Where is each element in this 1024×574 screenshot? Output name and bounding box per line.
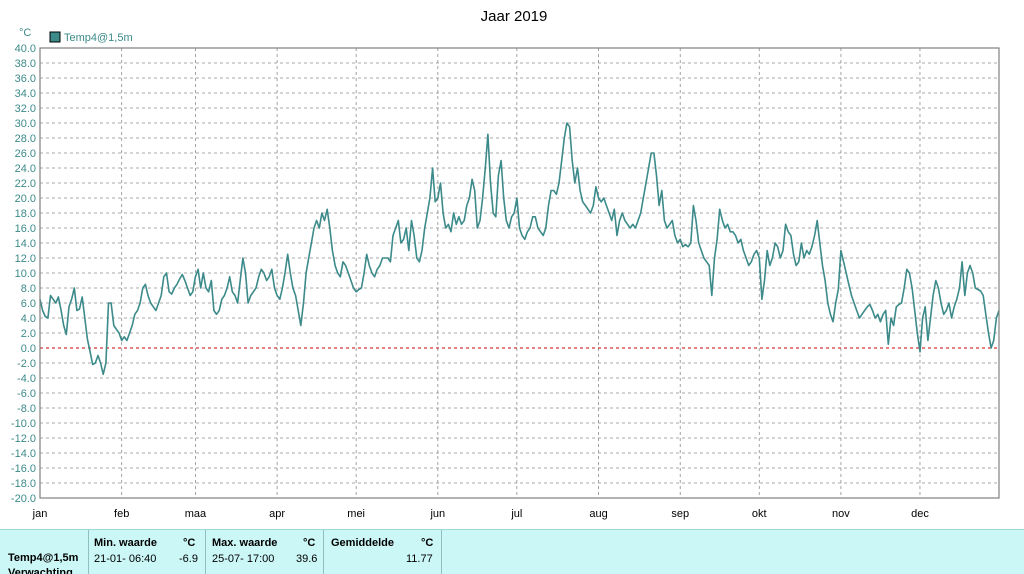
y-tick-label: -4.0 bbox=[17, 373, 36, 385]
min-unit: °C bbox=[183, 537, 196, 549]
y-tick-label: 4.0 bbox=[21, 313, 36, 325]
y-tick-label: -20.0 bbox=[11, 493, 36, 505]
plot-border bbox=[39, 47, 1000, 499]
y-axis-unit: °C bbox=[19, 27, 31, 39]
y-tick-label: -18.0 bbox=[11, 478, 36, 490]
x-tick-label: okt bbox=[752, 508, 767, 520]
y-tick-label: -8.0 bbox=[17, 403, 36, 415]
y-tick-label: -14.0 bbox=[11, 448, 36, 460]
stats-series-label-2: Verwachting bbox=[8, 567, 73, 574]
y-tick-label: 8.0 bbox=[21, 283, 36, 295]
x-tick-label: aug bbox=[589, 508, 607, 520]
y-tick-label: 20.0 bbox=[15, 193, 36, 205]
x-tick-label: dec bbox=[911, 508, 929, 520]
y-tick-label: 32.0 bbox=[15, 103, 36, 115]
max-datetime: 25-07- 17:00 bbox=[212, 553, 275, 565]
y-tick-label: 2.0 bbox=[21, 328, 36, 340]
statistics-panel: Temp4@1,5m Verwachting Min. waarde °C 21… bbox=[0, 529, 1024, 574]
avg-header: Gemiddelde bbox=[331, 537, 394, 549]
avg-value: 11.77 bbox=[406, 553, 433, 565]
y-tick-label: 30.0 bbox=[15, 118, 36, 130]
y-tick-label: 34.0 bbox=[15, 88, 36, 100]
legend-swatch bbox=[49, 31, 61, 43]
max-header: Max. waarde bbox=[212, 537, 278, 549]
x-tick-label: feb bbox=[114, 508, 129, 520]
y-tick-label: 36.0 bbox=[15, 73, 36, 85]
x-tick-label: jul bbox=[510, 508, 522, 520]
y-tick-label: 14.0 bbox=[15, 238, 36, 250]
max-value: 39.6 bbox=[296, 553, 318, 565]
min-datetime: 21-01- 06:40 bbox=[94, 553, 157, 565]
y-tick-label: -10.0 bbox=[11, 418, 36, 430]
stats-avg-cell: Gemiddelde °C 11.77 bbox=[324, 530, 442, 574]
y-tick-label: 38.0 bbox=[15, 58, 36, 70]
x-tick-label: nov bbox=[832, 508, 850, 520]
x-axis-ticks: jan feb maa apr mei jun jul aug sep okt nov dec bbox=[32, 508, 930, 520]
y-tick-label: 18.0 bbox=[15, 208, 36, 220]
y-tick-label: 26.0 bbox=[15, 148, 36, 160]
y-tick-label: 16.0 bbox=[15, 223, 36, 235]
grid bbox=[40, 48, 999, 498]
x-tick-label: sep bbox=[671, 508, 689, 520]
min-header: Min. waarde bbox=[94, 537, 157, 549]
y-tick-label: 12.0 bbox=[15, 253, 36, 265]
x-tick-label: apr bbox=[269, 508, 285, 520]
legend-label: Temp4@1,5m bbox=[64, 32, 133, 44]
y-tick-label: 24.0 bbox=[15, 163, 36, 175]
avg-unit: °C bbox=[421, 537, 434, 549]
y-tick-label: -2.0 bbox=[17, 358, 36, 370]
stats-min-cell: Min. waarde °C 21-01- 06:40 -6.9 bbox=[89, 530, 206, 574]
y-tick-label: -16.0 bbox=[11, 463, 36, 475]
x-tick-label: jan bbox=[32, 508, 48, 520]
x-tick-label: mei bbox=[347, 508, 365, 520]
min-value: -6.9 bbox=[179, 553, 198, 565]
chart-background bbox=[0, 0, 1024, 528]
y-tick-label: 40.0 bbox=[15, 43, 36, 55]
x-tick-label: jun bbox=[429, 508, 445, 520]
y-tick-label: -12.0 bbox=[11, 433, 36, 445]
temperature-chart: Jaar 2019 °C Temp4@1,5m -20.0-18.0-16.0-… bbox=[0, 0, 1024, 528]
x-tick-label: maa bbox=[185, 508, 207, 520]
y-tick-label: 10.0 bbox=[15, 268, 36, 280]
stats-max-cell: Max. waarde °C 25-07- 17:00 39.6 bbox=[206, 530, 324, 574]
max-unit: °C bbox=[303, 537, 316, 549]
y-tick-label: 0.0 bbox=[21, 343, 36, 355]
legend: Temp4@1,5m bbox=[49, 31, 133, 44]
stats-series-label: Temp4@1,5m bbox=[8, 552, 79, 564]
chart-title: Jaar 2019 bbox=[481, 8, 548, 25]
y-tick-label: 6.0 bbox=[21, 298, 36, 310]
stats-series-cell: Temp4@1,5m Verwachting bbox=[0, 530, 89, 574]
y-axis-ticks: -20.0 -18.0 -16.0 -14.0 -12.0 -10.0 -8.0 -6.0 -4… bbox=[11, 43, 36, 505]
y-tick-label: 22.0 bbox=[15, 178, 36, 190]
series-line-temp4 bbox=[39, 122, 1000, 376]
y-tick-label: -6.0 bbox=[17, 388, 36, 400]
y-tick-label: 28.0 bbox=[15, 133, 36, 145]
